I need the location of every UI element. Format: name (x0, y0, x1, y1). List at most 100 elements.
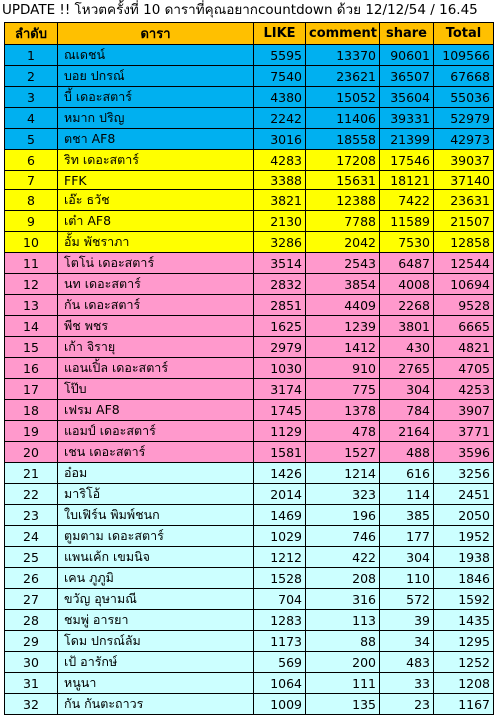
name-cell[interactable]: เชน เดอะสตาร์ (57, 441, 254, 463)
rank-cell[interactable]: 27 (4, 588, 58, 610)
name-cell[interactable]: มาริโอ้ (57, 483, 254, 505)
share-cell[interactable]: 34 (379, 630, 434, 652)
rank-cell[interactable]: 1 (4, 44, 58, 66)
rank-cell[interactable]: 21 (4, 462, 58, 484)
share-cell[interactable]: 483 (379, 651, 434, 673)
share-cell[interactable]: 21399 (379, 128, 434, 150)
like-cell[interactable]: 4283 (253, 149, 306, 171)
share-cell[interactable]: 2765 (379, 357, 434, 379)
name-cell[interactable]: เอ๊ะ ธวัช (57, 189, 254, 211)
like-cell[interactable]: 1528 (253, 567, 306, 589)
comment-cell[interactable]: 11406 (305, 107, 380, 129)
like-cell[interactable]: 4380 (253, 86, 306, 108)
rank-cell[interactable]: 10 (4, 231, 58, 253)
share-cell[interactable]: 488 (379, 441, 434, 463)
share-cell[interactable]: 17546 (379, 149, 434, 171)
comment-cell[interactable]: 15631 (305, 170, 380, 190)
name-cell[interactable]: ขวัญ อุษามณี (57, 588, 254, 610)
name-cell[interactable]: เป้ อารักษ์ (57, 651, 254, 673)
header-rank[interactable]: ลำดับ (4, 22, 58, 45)
name-cell[interactable]: บี้ เดอะสตาร์ (57, 86, 254, 108)
like-cell[interactable]: 2242 (253, 107, 306, 129)
name-cell[interactable]: เคน ภูภูมิ (57, 567, 254, 589)
share-cell[interactable]: 35604 (379, 86, 434, 108)
total-cell[interactable]: 12544 (433, 252, 494, 274)
total-cell[interactable]: 42973 (433, 128, 494, 150)
name-cell[interactable]: กัน เดอะสตาร์ (57, 294, 254, 316)
name-cell[interactable]: อั้ม พัชราภา (57, 231, 254, 253)
header-like[interactable]: LIKE (253, 22, 306, 45)
rank-cell[interactable]: 25 (4, 546, 58, 568)
like-cell[interactable]: 3016 (253, 128, 306, 150)
comment-cell[interactable]: 910 (305, 357, 380, 379)
total-cell[interactable]: 3907 (433, 399, 494, 421)
share-cell[interactable]: 110 (379, 567, 434, 589)
rank-cell[interactable]: 15 (4, 336, 58, 358)
rank-cell[interactable]: 18 (4, 399, 58, 421)
rank-cell[interactable]: 14 (4, 315, 58, 337)
total-cell[interactable]: 2050 (433, 504, 494, 526)
like-cell[interactable]: 1009 (253, 693, 306, 715)
total-cell[interactable]: 109566 (433, 44, 494, 66)
share-cell[interactable]: 114 (379, 483, 434, 505)
total-cell[interactable]: 9528 (433, 294, 494, 316)
like-cell[interactable]: 1212 (253, 546, 306, 568)
comment-cell[interactable]: 17208 (305, 149, 380, 171)
name-cell[interactable]: FFK (57, 170, 254, 190)
like-cell[interactable]: 2979 (253, 336, 306, 358)
like-cell[interactable]: 3286 (253, 231, 306, 253)
rank-cell[interactable]: 5 (4, 128, 58, 150)
share-cell[interactable]: 36507 (379, 65, 434, 87)
total-cell[interactable]: 1938 (433, 546, 494, 568)
like-cell[interactable]: 5595 (253, 44, 306, 66)
name-cell[interactable]: แอนเปิ้ล เดอะสตาร์ (57, 357, 254, 379)
header-name[interactable]: ดารา (57, 22, 254, 45)
comment-cell[interactable]: 1239 (305, 315, 380, 337)
rank-cell[interactable]: 6 (4, 149, 58, 171)
like-cell[interactable]: 3388 (253, 170, 306, 190)
share-cell[interactable]: 430 (379, 336, 434, 358)
rank-cell[interactable]: 28 (4, 609, 58, 631)
total-cell[interactable]: 1952 (433, 525, 494, 547)
rank-cell[interactable]: 11 (4, 252, 58, 274)
like-cell[interactable]: 1426 (253, 462, 306, 484)
comment-cell[interactable]: 2543 (305, 252, 380, 274)
comment-cell[interactable]: 200 (305, 651, 380, 673)
rank-cell[interactable]: 32 (4, 693, 58, 715)
comment-cell[interactable]: 23621 (305, 65, 380, 87)
name-cell[interactable]: ริท เดอะสตาร์ (57, 149, 254, 171)
share-cell[interactable]: 6487 (379, 252, 434, 274)
comment-cell[interactable]: 13370 (305, 44, 380, 66)
share-cell[interactable]: 784 (379, 399, 434, 421)
comment-cell[interactable]: 15052 (305, 86, 380, 108)
like-cell[interactable]: 1129 (253, 420, 306, 442)
header-total[interactable]: Total (433, 22, 494, 45)
share-cell[interactable]: 90601 (379, 44, 434, 66)
name-cell[interactable]: ณเดชน์ (57, 44, 254, 66)
name-cell[interactable]: โตโน่ เดอะสตาร์ (57, 252, 254, 274)
header-comment[interactable]: comment (305, 22, 380, 45)
rank-cell[interactable]: 17 (4, 378, 58, 400)
total-cell[interactable]: 12858 (433, 231, 494, 253)
rank-cell[interactable]: 13 (4, 294, 58, 316)
name-cell[interactable]: เก้า จิรายุ (57, 336, 254, 358)
like-cell[interactable]: 1173 (253, 630, 306, 652)
like-cell[interactable]: 7540 (253, 65, 306, 87)
share-cell[interactable]: 39 (379, 609, 434, 631)
share-cell[interactable]: 385 (379, 504, 434, 526)
total-cell[interactable]: 1167 (433, 693, 494, 715)
share-cell[interactable]: 7422 (379, 189, 434, 211)
like-cell[interactable]: 1283 (253, 609, 306, 631)
comment-cell[interactable]: 746 (305, 525, 380, 547)
like-cell[interactable]: 2832 (253, 273, 306, 295)
like-cell[interactable]: 1030 (253, 357, 306, 379)
like-cell[interactable]: 1625 (253, 315, 306, 337)
rank-cell[interactable]: 30 (4, 651, 58, 673)
rank-cell[interactable]: 22 (4, 483, 58, 505)
name-cell[interactable]: นท เดอะสตาร์ (57, 273, 254, 295)
share-cell[interactable]: 572 (379, 588, 434, 610)
name-cell[interactable]: ตชา AF8 (57, 128, 254, 150)
total-cell[interactable]: 10694 (433, 273, 494, 295)
total-cell[interactable]: 23631 (433, 189, 494, 211)
rank-cell[interactable]: 2 (4, 65, 58, 87)
